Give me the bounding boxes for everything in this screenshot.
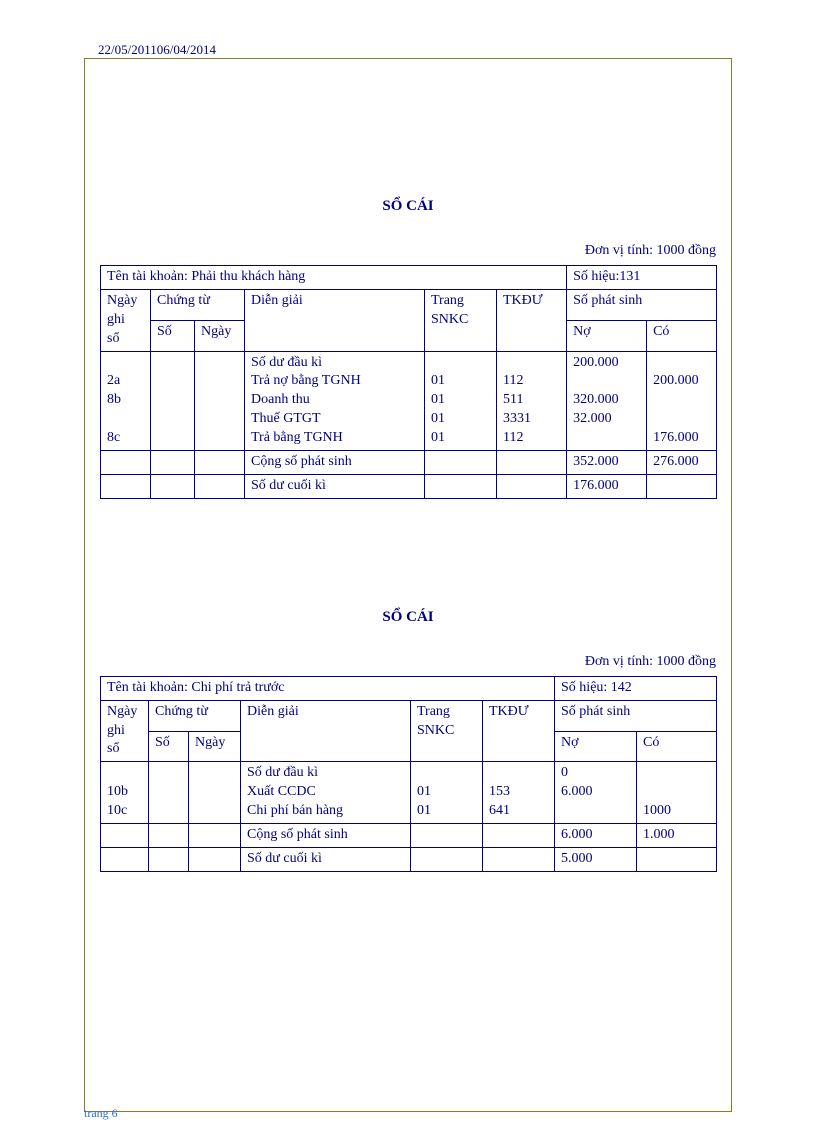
hdr-tkdu: TKĐƯ bbox=[497, 289, 567, 351]
hdr2-co: Có bbox=[637, 731, 717, 762]
sum2-c5 bbox=[411, 824, 483, 848]
end-co bbox=[647, 474, 717, 498]
ledger-1-unit: Đơn vị tính: 1000 đồng bbox=[84, 243, 716, 259]
end-c1 bbox=[101, 474, 151, 498]
hdr-no: Nợ bbox=[567, 320, 647, 351]
hdr2-so: Số bbox=[149, 731, 189, 762]
page-footer: trang 6 bbox=[84, 1106, 118, 1121]
hdr-chung-tu: Chứng từ bbox=[151, 289, 245, 320]
sum2-label: Cộng số phát sinh bbox=[241, 824, 411, 848]
end2-co bbox=[637, 847, 717, 871]
end2-c2 bbox=[149, 847, 189, 871]
ledger-2-account-name: Tên tài khoản: Chi phí trả trước bbox=[101, 676, 555, 700]
body2-trang: 01 01 bbox=[411, 762, 483, 824]
sum-no: 352.000 bbox=[567, 451, 647, 475]
hdr2-ngay: Ngày bbox=[189, 731, 241, 762]
ledger-1-account-name: Tên tài khoản: Phải thu khách hàng bbox=[101, 266, 567, 290]
sum-label: Cộng số phát sinh bbox=[245, 451, 425, 475]
body-ngay bbox=[195, 351, 245, 450]
ledger-2-table: Tên tài khoản: Chi phí trả trước Số hiệu… bbox=[100, 676, 717, 872]
body2-co: 1000 bbox=[637, 762, 717, 824]
body2-so bbox=[149, 762, 189, 824]
body-trang: 01 01 01 01 bbox=[425, 351, 497, 450]
ledger-1-title: SỔ CÁI bbox=[84, 198, 732, 215]
end-label: Số dư cuối kì bbox=[245, 474, 425, 498]
sum-c1 bbox=[101, 451, 151, 475]
hdr2-tkdu: TKĐƯ bbox=[483, 700, 555, 762]
date-header: 22/05/201106/04/2014 bbox=[98, 42, 216, 58]
body2-tkdu: 153 641 bbox=[483, 762, 555, 824]
sum-c3 bbox=[195, 451, 245, 475]
sum2-no: 6.000 bbox=[555, 824, 637, 848]
hdr2-no: Nợ bbox=[555, 731, 637, 762]
end-c2 bbox=[151, 474, 195, 498]
content: SỔ CÁI Đơn vị tính: 1000 đồng Tên tài kh… bbox=[84, 58, 732, 872]
hdr2-so-phat-sinh: Số phát sinh bbox=[555, 700, 717, 731]
hdr2-ngay-ghi-so: Ngày ghi sổ bbox=[101, 700, 149, 762]
body-dien-giai: Số dư đầu kì Trả nợ bằng TGNH Doanh thu … bbox=[245, 351, 425, 450]
end2-no: 5.000 bbox=[555, 847, 637, 871]
end2-c5 bbox=[411, 847, 483, 871]
hdr2-trang-snkc: Trang SNKC bbox=[411, 700, 483, 762]
sum2-co: 1.000 bbox=[637, 824, 717, 848]
ledger-1-account-code: Số hiệu:131 bbox=[567, 266, 717, 290]
sum2-c1 bbox=[101, 824, 149, 848]
body2-ngay-ghi-so: 10b 10c bbox=[101, 762, 149, 824]
body2-dien-giai: Số dư đầu kì Xuất CCDC Chi phí bán hàng bbox=[241, 762, 411, 824]
hdr-so: Số bbox=[151, 320, 195, 351]
end-c6 bbox=[497, 474, 567, 498]
ledger-2-account-code: Số hiệu: 142 bbox=[555, 676, 717, 700]
body-co: 200.000 176.000 bbox=[647, 351, 717, 450]
body2-ngay bbox=[189, 762, 241, 824]
sum-c2 bbox=[151, 451, 195, 475]
sum2-c6 bbox=[483, 824, 555, 848]
end-c5 bbox=[425, 474, 497, 498]
body-no: 200.000 320.000 32.000 bbox=[567, 351, 647, 450]
body2-no: 0 6.000 bbox=[555, 762, 637, 824]
end2-c6 bbox=[483, 847, 555, 871]
sum-co: 276.000 bbox=[647, 451, 717, 475]
body-ngay-ghi-so: 2a 8b 8c bbox=[101, 351, 151, 450]
body-tkdu: 112 511 3331 112 bbox=[497, 351, 567, 450]
sum-c6 bbox=[497, 451, 567, 475]
end2-c1 bbox=[101, 847, 149, 871]
end-no: 176.000 bbox=[567, 474, 647, 498]
sum2-c3 bbox=[189, 824, 241, 848]
hdr-ngay-ghi-so: Ngày ghi sổ bbox=[101, 289, 151, 351]
hdr2-dien-giai: Diễn giải bbox=[241, 700, 411, 762]
ledger-2-unit: Đơn vị tính: 1000 đồng bbox=[84, 654, 716, 670]
ledger-1-table: Tên tài khoản: Phải thu khách hàng Số hi… bbox=[100, 265, 717, 499]
hdr2-chung-tu: Chứng từ bbox=[149, 700, 241, 731]
ledger-2: SỔ CÁI Đơn vị tính: 1000 đồng Tên tài kh… bbox=[84, 609, 732, 872]
ledger-1: SỔ CÁI Đơn vị tính: 1000 đồng Tên tài kh… bbox=[84, 198, 732, 499]
sum2-c2 bbox=[149, 824, 189, 848]
end2-label: Số dư cuối kì bbox=[241, 847, 411, 871]
hdr-ngay: Ngày bbox=[195, 320, 245, 351]
body-so bbox=[151, 351, 195, 450]
end2-c3 bbox=[189, 847, 241, 871]
hdr-dien-giai: Diễn giải bbox=[245, 289, 425, 351]
page: 22/05/201106/04/2014 SỔ CÁI Đơn vị tính:… bbox=[0, 0, 816, 1123]
ledger-2-title: SỔ CÁI bbox=[84, 609, 732, 626]
hdr-so-phat-sinh: Số phát sinh bbox=[567, 289, 717, 320]
sum-c5 bbox=[425, 451, 497, 475]
end-c3 bbox=[195, 474, 245, 498]
hdr-trang-snkc: Trang SNKC bbox=[425, 289, 497, 351]
hdr-co: Có bbox=[647, 320, 717, 351]
